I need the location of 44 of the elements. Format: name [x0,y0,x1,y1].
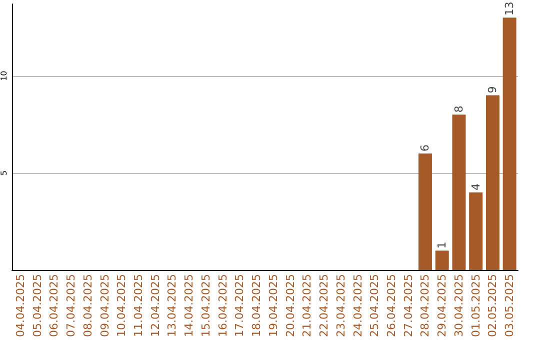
x-tick-label: 29.04.2025 [436,274,449,337]
x-tick-label: 14.04.2025 [182,274,196,337]
data-label: 9 [486,86,500,94]
data-label: 8 [452,106,466,113]
bar [486,95,500,270]
y-tick-label: 10 [0,70,8,81]
x-tick-label: 05.04.2025 [30,274,44,337]
data-label: 4 [469,183,482,190]
x-tick-label: 01.05.2025 [469,274,482,337]
data-label: 1 [436,242,449,249]
x-tick-label: 17.04.2025 [233,274,246,337]
x-tick-label: 13.04.2025 [166,274,179,337]
x-tick-label: 09.04.2025 [98,274,112,337]
x-tick-label: 03.05.2025 [503,274,516,337]
x-tick-label: 10.04.2025 [115,274,128,337]
x-tick-label: 04.04.2025 [14,274,27,337]
x-tick-label: 02.05.2025 [486,274,500,337]
x-tick-label: 12.04.2025 [148,274,162,337]
x-tick-label: 07.04.2025 [64,274,78,337]
bar [418,154,432,270]
x-tick-label: 08.04.2025 [81,274,94,337]
x-tick-label: 26.04.2025 [385,274,398,337]
x-tick-label: 18.04.2025 [250,274,264,337]
x-tick-label: 19.04.2025 [266,274,280,337]
x-tick-label: 15.04.2025 [199,274,212,337]
x-tick-label: 16.04.2025 [216,274,230,337]
x-tick-label: 25.04.2025 [368,274,382,337]
x-tick-label: 22.04.2025 [318,274,331,337]
x-tick-label: 30.04.2025 [452,274,466,337]
bar [452,114,466,270]
y-tick-label: 5 [0,170,8,176]
x-tick-label: 11.04.2025 [132,274,145,337]
x-tick-label: 20.04.2025 [284,274,297,337]
bar [469,192,483,270]
data-label: 13 [503,2,516,16]
bar [502,18,516,270]
x-tick-label: 24.04.2025 [351,274,364,337]
data-label: 6 [418,144,432,152]
bar [435,250,449,270]
x-tick-label: 28.04.2025 [418,274,432,337]
x-tick-label: 06.04.2025 [48,274,61,337]
x-tick-label: 27.04.2025 [402,274,415,337]
x-tick-label: 21.04.2025 [300,274,314,337]
x-tick-label: 23.04.2025 [334,274,348,337]
